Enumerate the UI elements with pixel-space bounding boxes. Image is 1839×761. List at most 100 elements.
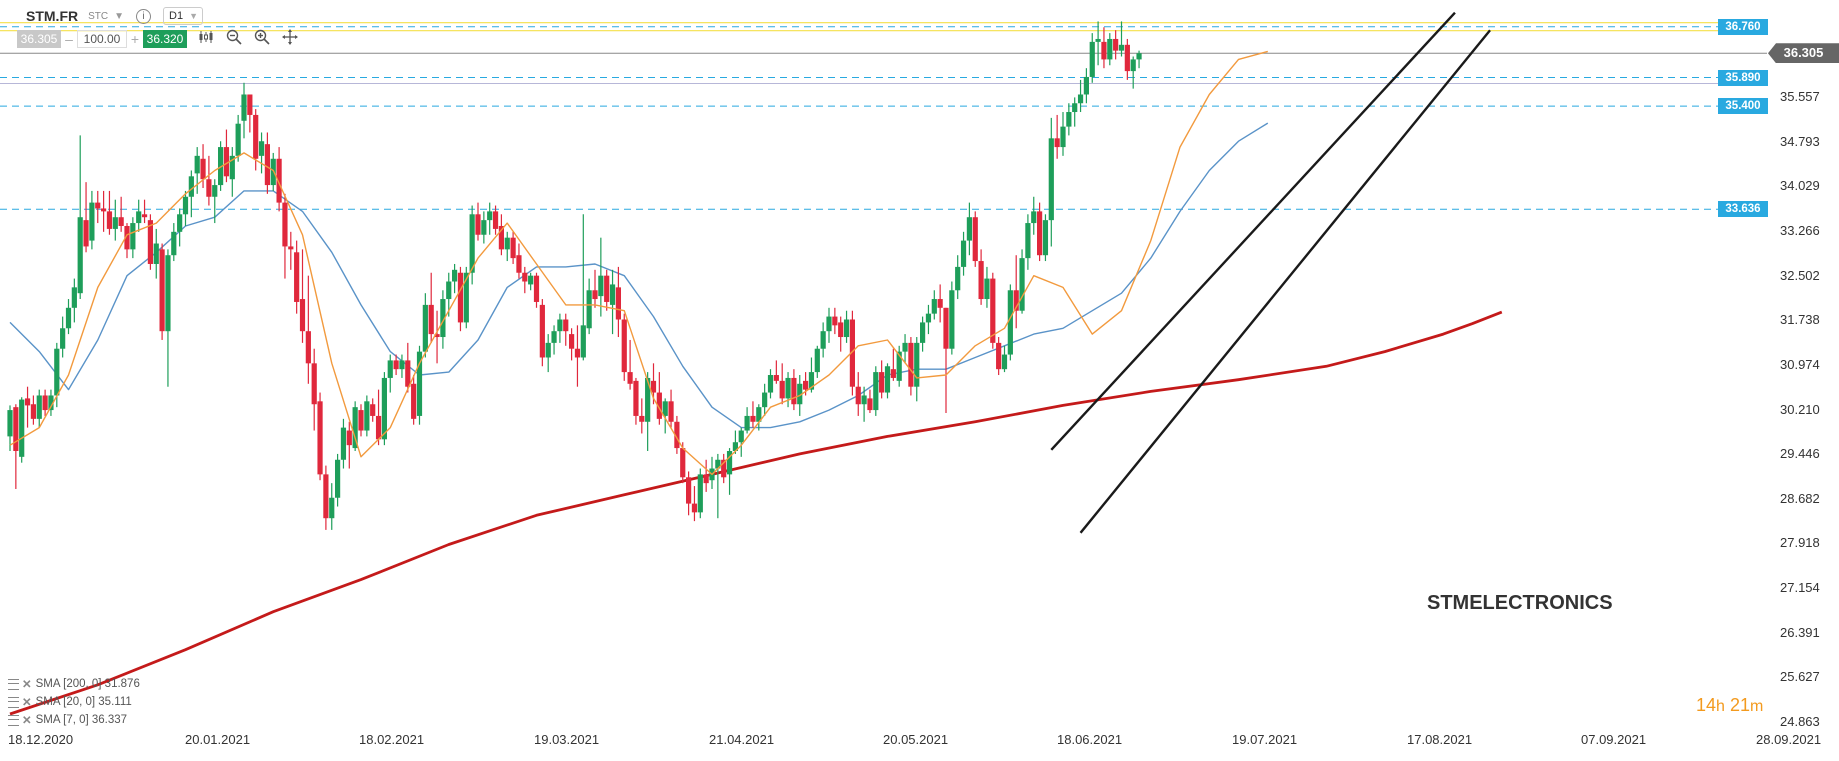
move-icon[interactable] <box>281 28 299 49</box>
decrease-qty-button[interactable]: – <box>65 30 73 47</box>
bullish-candle <box>726 450 733 475</box>
bullish-candle <box>1083 76 1089 95</box>
settings-lines-icon[interactable] <box>8 696 19 708</box>
bullish-candle <box>528 275 534 285</box>
bearish-candle <box>276 158 282 203</box>
bullish-candle <box>738 430 744 443</box>
chart-type-icon[interactable] <box>197 30 215 48</box>
instrument-toolbar: STM.FR STC ▼ i D1 ▼ <box>10 4 204 28</box>
bearish-candle <box>592 290 598 300</box>
symbol-label[interactable]: STM.FR <box>26 8 79 24</box>
bearish-candle <box>533 275 540 302</box>
bullish-candle <box>662 401 668 416</box>
bearish-candle <box>1013 290 1019 311</box>
bullish-candle <box>258 141 265 156</box>
bearish-candle <box>294 252 300 302</box>
bearish-candle <box>750 415 756 422</box>
indicator-legend-item[interactable]: ✕ SMA [200, 0] 31.876 <box>8 677 140 691</box>
bullish-candle <box>241 94 247 121</box>
bearish-candle <box>680 448 686 478</box>
settings-lines-icon[interactable] <box>8 714 19 726</box>
price-level-tag[interactable]: 36.760 <box>1718 18 1768 35</box>
buy-button[interactable]: 36.320 <box>143 29 187 48</box>
bearish-candle <box>972 217 978 262</box>
bearish-candle <box>95 202 101 209</box>
bearish-candle <box>42 395 48 411</box>
close-icon[interactable]: ✕ <box>22 715 32 727</box>
bearish-candle <box>282 202 288 247</box>
bullish-candle <box>446 281 452 300</box>
bullish-candle <box>1089 41 1095 77</box>
bearish-candle <box>1101 41 1107 60</box>
bearish-candle <box>621 319 627 373</box>
bearish-candle <box>101 208 107 212</box>
bearish-candle <box>1124 44 1130 72</box>
indicator-label: SMA [200, 0] 31.876 <box>35 678 140 690</box>
bearish-candle <box>1054 138 1060 148</box>
bullish-candle <box>645 377 651 422</box>
y-tick-label: 32.502 <box>1780 267 1820 283</box>
bearish-candle <box>691 503 698 513</box>
x-tick-label: 28.09.2021 <box>1756 732 1822 747</box>
timer-hours-unit: h <box>1716 698 1725 715</box>
timeframe-value: D1 <box>169 10 184 22</box>
price-level-tag[interactable]: 35.890 <box>1718 69 1768 86</box>
bullish-candle <box>463 272 469 323</box>
y-tick-label: 30.974 <box>1780 356 1820 372</box>
bearish-candle <box>633 380 639 416</box>
bearish-candle <box>773 375 779 381</box>
x-tick-label: 19.07.2021 <box>1232 732 1298 747</box>
zoom-out-icon[interactable] <box>225 29 243 49</box>
bullish-candle <box>112 217 118 229</box>
quantity-input[interactable]: 100.00 <box>77 29 127 48</box>
chevron-down-icon[interactable]: ▼ <box>114 10 125 22</box>
y-tick-label: 28.682 <box>1780 490 1820 506</box>
x-tick-label: 18.12.2020 <box>8 732 74 747</box>
bearish-candle <box>434 334 440 338</box>
bearish-candle <box>908 342 914 387</box>
current-price-tag: 36.305 <box>1768 43 1839 64</box>
bullish-candle <box>416 351 423 416</box>
bullish-candle <box>843 319 850 338</box>
bearish-candle <box>475 214 481 235</box>
bearish-candle <box>832 316 838 326</box>
increase-qty-button[interactable]: + <box>130 30 140 47</box>
indicator-legend-item[interactable]: ✕ SMA [7, 0] 36.337 <box>8 713 127 727</box>
bullish-candle <box>966 217 972 241</box>
bullish-candle <box>71 287 77 308</box>
bullish-candle <box>89 202 95 241</box>
price-level-tag[interactable]: 35.400 <box>1718 98 1768 115</box>
close-icon[interactable]: ✕ <box>22 679 32 691</box>
bullish-candle <box>551 331 557 343</box>
bearish-candle <box>943 307 949 349</box>
timeframe-select[interactable]: D1 ▼ <box>163 7 204 25</box>
bearish-candle <box>703 474 709 484</box>
bearish-candle <box>838 322 844 338</box>
bullish-candle <box>218 147 224 186</box>
close-icon[interactable]: ✕ <box>22 697 32 709</box>
bearish-candle <box>323 474 329 519</box>
bullish-candle <box>931 299 937 314</box>
x-tick-label: 20.05.2021 <box>883 732 949 747</box>
candle-countdown: 14h 21m <box>1696 695 1763 716</box>
bullish-candle <box>732 442 738 451</box>
bearish-candle <box>849 319 855 387</box>
x-tick-label: 07.09.2021 <box>1581 732 1647 747</box>
zoom-in-icon[interactable] <box>253 29 271 49</box>
bearish-candle <box>779 380 785 399</box>
bearish-candle <box>411 383 417 419</box>
bearish-candle <box>1037 211 1043 256</box>
bullish-candle <box>580 325 586 358</box>
bullish-candle <box>188 176 194 197</box>
bearish-candle <box>317 401 323 475</box>
bullish-candle <box>697 474 703 513</box>
y-tick-label: 24.863 <box>1780 714 1820 729</box>
bullish-candle <box>77 217 83 294</box>
settings-lines-icon[interactable] <box>8 678 19 690</box>
sell-button[interactable]: 36.305 <box>17 29 61 48</box>
info-icon[interactable]: i <box>136 8 152 24</box>
price-level-tag[interactable]: 33.636 <box>1718 201 1768 218</box>
indicator-legend-item[interactable]: ✕ SMA [20, 0] 35.111 <box>8 695 132 709</box>
bullish-candle <box>826 316 832 332</box>
